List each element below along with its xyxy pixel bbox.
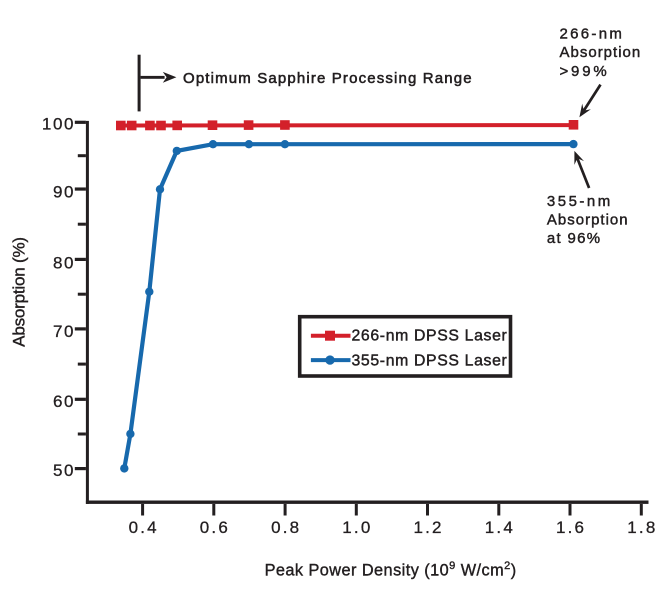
svg-text:80: 80 [53,254,75,273]
svg-text:60: 60 [53,392,75,411]
svg-text:Peak Power Density (109 W/cm2): Peak Power Density (109 W/cm2) [265,560,517,580]
svg-text:0.8: 0.8 [271,518,301,537]
svg-text:100: 100 [42,115,75,134]
svg-text:50: 50 [53,461,75,480]
svg-text:355-nm: 355-nm [547,193,613,210]
svg-text:1.6: 1.6 [556,518,586,537]
svg-text:1.4: 1.4 [485,518,515,537]
svg-text:1.2: 1.2 [413,518,443,537]
svg-text:Absorption: Absorption [547,211,629,228]
svg-text:Absorption (%): Absorption (%) [10,237,29,347]
svg-text:at 96%: at 96% [547,230,602,247]
svg-text:355-nm DPSS Laser: 355-nm DPSS Laser [352,352,508,369]
svg-text:1.0: 1.0 [342,518,372,537]
svg-text:90: 90 [53,183,75,202]
svg-text:1.8: 1.8 [627,518,657,537]
svg-text:70: 70 [53,322,75,341]
svg-text:0.6: 0.6 [200,518,230,537]
svg-text:>99%: >99% [560,63,610,80]
svg-text:0.4: 0.4 [129,518,159,537]
svg-text:266-nm DPSS Laser: 266-nm DPSS Laser [352,328,508,345]
svg-text:266-nm: 266-nm [560,26,625,43]
svg-text:Absorption: Absorption [560,44,642,61]
svg-text:Optimum Sapphire Processing Ra: Optimum Sapphire Processing Range [183,70,473,87]
